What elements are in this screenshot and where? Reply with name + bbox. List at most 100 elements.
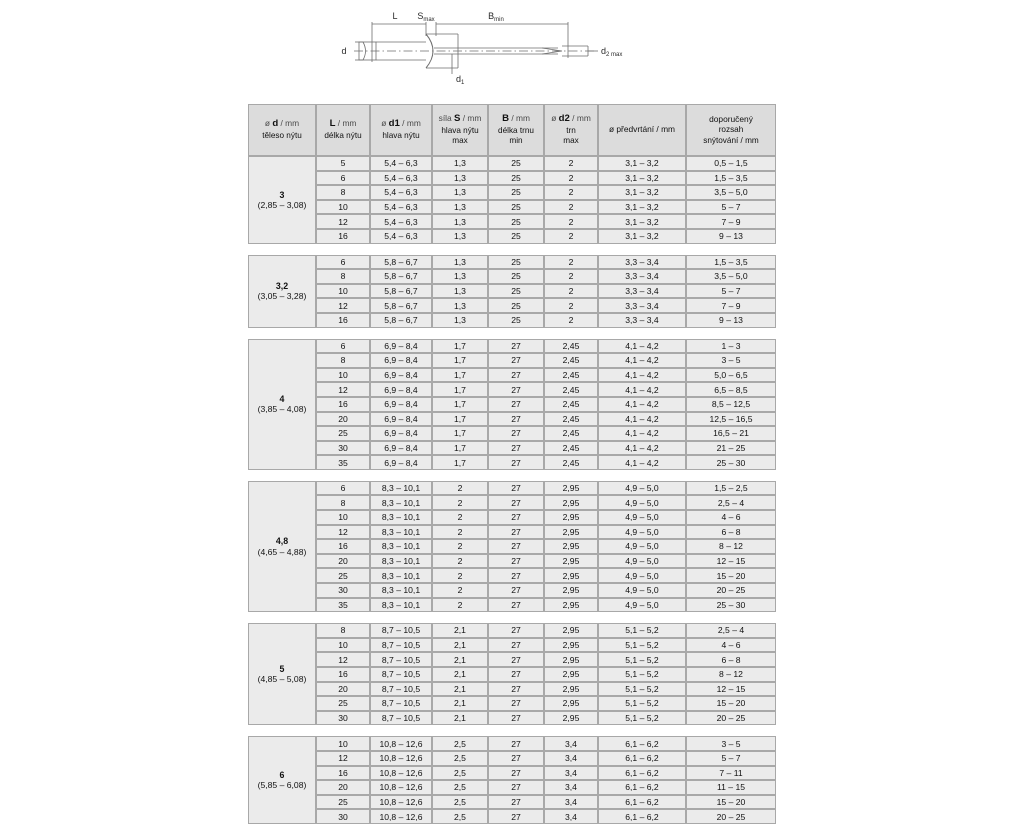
table-cell-c7: 21 – 25 xyxy=(686,440,776,456)
table-cell-c6: 5,1 – 5,2 xyxy=(598,696,686,711)
table-cell-c2: 8,3 – 10,1 xyxy=(370,553,432,569)
table-cell-c3: 1,3 xyxy=(432,269,488,284)
table-cell-c1: 10 xyxy=(316,199,370,215)
table-cell-c6: 5,1 – 5,2 xyxy=(598,681,686,697)
table-cell-c1: 6 xyxy=(316,480,370,496)
table-header: ø d / mm těleso nýtu L / mm délka nýtu ø d1 … xyxy=(248,104,776,156)
table-cell-c2: 6,9 – 8,4 xyxy=(370,411,432,427)
header-prefix: ø xyxy=(551,112,559,123)
table-cell-c6: 5,1 – 5,2 xyxy=(598,637,686,653)
table-cell-c2: 8,3 – 10,1 xyxy=(370,510,432,525)
table-cell-c2: 5,4 – 6,3 xyxy=(370,199,432,215)
table-cell-c3: 2,1 xyxy=(432,623,488,638)
table-cell-c7: 8 – 12 xyxy=(686,667,776,682)
table-row: 12 8,7 – 10,5 2,1 27 2,95 5,1 – 5,2 6 – 8 xyxy=(248,652,776,667)
table-cell-c2: 6,9 – 8,4 xyxy=(370,455,432,470)
table-cell-c2: 8,7 – 10,5 xyxy=(370,667,432,682)
table-row: 8 6,9 – 8,4 1,7 27 2,45 4,1 – 4,2 3 – 5 xyxy=(248,353,776,368)
header-symbol: S xyxy=(454,112,461,124)
table-cell-c6: 4,9 – 5,0 xyxy=(598,539,686,554)
diagram-label-S-max: Smax xyxy=(417,11,434,23)
table-cell-c7: 5 – 7 xyxy=(686,750,776,766)
table-cell-c5: 2,45 xyxy=(544,367,598,383)
table-cell-c6: 4,1 – 4,2 xyxy=(598,426,686,441)
table-cell-c7: 15 – 20 xyxy=(686,696,776,711)
table-cell-c4: 27 xyxy=(488,623,544,638)
table-cell-c2: 10,8 – 12,6 xyxy=(370,809,432,824)
group-diameter-tolerance: (2,85 – 3,08) xyxy=(257,199,307,210)
table-cell-c4: 27 xyxy=(488,524,544,540)
table-cell-c2: 5,4 – 6,3 xyxy=(370,228,432,244)
table-cell-c5: 2 xyxy=(544,298,598,313)
table-cell-c7: 20 – 25 xyxy=(686,583,776,598)
table-header-cell-1: L / mm délka nýtu xyxy=(316,104,370,156)
group-diameter-tolerance: (4,85 – 5,08) xyxy=(257,674,307,685)
table-cell-c1: 20 xyxy=(316,780,370,795)
table-cell-c1: 8 xyxy=(316,623,370,638)
table-cell-c4: 25 xyxy=(488,269,544,284)
header-subtitle-2: min xyxy=(509,136,523,146)
table-cell-c2: 5,4 – 6,3 xyxy=(370,170,432,186)
table-row: 30 10,8 – 12,6 2,5 27 3,4 6,1 – 6,2 20 – 25 xyxy=(248,809,776,824)
table-row: 5 (4,85 – 5,08) 8 8,7 – 10,5 2,1 27 2,95 5,1 – … xyxy=(248,623,776,726)
table-cell-c5: 2,95 xyxy=(544,553,598,569)
table-cell-c1: 16 xyxy=(316,667,370,682)
table-cell-c3: 2 xyxy=(432,524,488,540)
table-cell-c2: 8,7 – 10,5 xyxy=(370,623,432,638)
table-cell-c7: 20 – 25 xyxy=(686,710,776,726)
table-cell-c7: 12,5 – 16,5 xyxy=(686,411,776,427)
table-cell-c1: 10 xyxy=(316,367,370,383)
table-row: 25 8,7 – 10,5 2,1 27 2,95 5,1 – 5,2 15 – 20 xyxy=(248,696,776,711)
table-header-cell-6: ø předvrtání / mm xyxy=(598,104,686,156)
group-spacer-cell xyxy=(248,612,776,624)
group-nominal-diameter: 5 xyxy=(279,664,285,675)
header-subtitle: délka nýtu xyxy=(324,130,362,140)
header-symbol: d2 xyxy=(558,112,570,124)
table-cell-c2: 6,9 – 8,4 xyxy=(370,353,432,368)
group-spacer xyxy=(248,243,776,255)
table-row: 8 8,3 – 10,1 2 27 2,95 4,9 – 5,0 2,5 – 4 xyxy=(248,495,776,511)
table-cell-c4: 27 xyxy=(488,553,544,569)
table-cell-c6: 4,9 – 5,0 xyxy=(598,583,686,598)
rivet-dimension-diagram: L Smax Bmin d d1 d2 max xyxy=(330,2,650,94)
table-cell-c4: 27 xyxy=(488,637,544,653)
table-cell-c3: 1,3 xyxy=(432,228,488,244)
table-cell-c1: 25 xyxy=(316,568,370,584)
header-unit: / mm xyxy=(509,112,530,123)
table-cell-c3: 1,7 xyxy=(432,396,488,412)
table-cell-c7: 0,5 – 1,5 xyxy=(686,156,776,171)
table-cell-c2: 8,3 – 10,1 xyxy=(370,524,432,540)
table-cell-c4: 27 xyxy=(488,750,544,766)
table-row: 20 8,7 – 10,5 2,1 27 2,95 5,1 – 5,2 12 – 15 xyxy=(248,681,776,697)
table-cell-c4: 25 xyxy=(488,254,544,270)
table-cell-c2: 8,7 – 10,5 xyxy=(370,710,432,726)
table-cell-c6: 3,3 – 3,4 xyxy=(598,254,686,270)
table-cell-c3: 2,1 xyxy=(432,637,488,653)
table-cell-c3: 2,5 xyxy=(432,780,488,795)
group-spacer xyxy=(248,469,776,481)
header-unit: / mm xyxy=(460,112,482,123)
specification-table-container: ø d / mm těleso nýtu L / mm délka nýtu ø d1 … xyxy=(248,104,776,824)
table-cell-c2: 8,7 – 10,5 xyxy=(370,696,432,711)
table-cell-c6: 6,1 – 6,2 xyxy=(598,736,686,751)
header-text: doporučený xyxy=(709,113,753,124)
table-row: 10 6,9 – 8,4 1,7 27 2,45 4,1 – 4,2 5,0 – 6,5 xyxy=(248,367,776,383)
table-cell-c4: 27 xyxy=(488,780,544,795)
table-cell-c5: 2,95 xyxy=(544,623,598,638)
header-symbol: L xyxy=(329,118,336,130)
table-row: 8 5,8 – 6,7 1,3 25 2 3,3 – 3,4 3,5 – 5,0 xyxy=(248,269,776,284)
group-diameter-tolerance: (4,65 – 4,88) xyxy=(257,546,307,557)
table-cell-c1: 6 xyxy=(316,170,370,186)
table-cell-c7: 3 – 5 xyxy=(686,353,776,368)
table-cell-c5: 3,4 xyxy=(544,736,598,751)
table-row: 16 6,9 – 8,4 1,7 27 2,45 4,1 – 4,2 8,5 – 12,5 xyxy=(248,396,776,412)
table-cell-c2: 8,7 – 10,5 xyxy=(370,652,432,667)
table-cell-c6: 3,3 – 3,4 xyxy=(598,269,686,284)
header-symbol: d xyxy=(272,118,279,130)
table-cell-c6: 4,1 – 4,2 xyxy=(598,367,686,383)
table-cell-c4: 27 xyxy=(488,338,544,354)
table-row: 20 10,8 – 12,6 2,5 27 3,4 6,1 – 6,2 11 – 15 xyxy=(248,780,776,795)
table-cell-c4: 25 xyxy=(488,156,544,171)
table-cell-c7: 12 – 15 xyxy=(686,553,776,569)
table-row: 20 6,9 – 8,4 1,7 27 2,45 4,1 – 4,2 12,5 – 16,5 xyxy=(248,411,776,427)
